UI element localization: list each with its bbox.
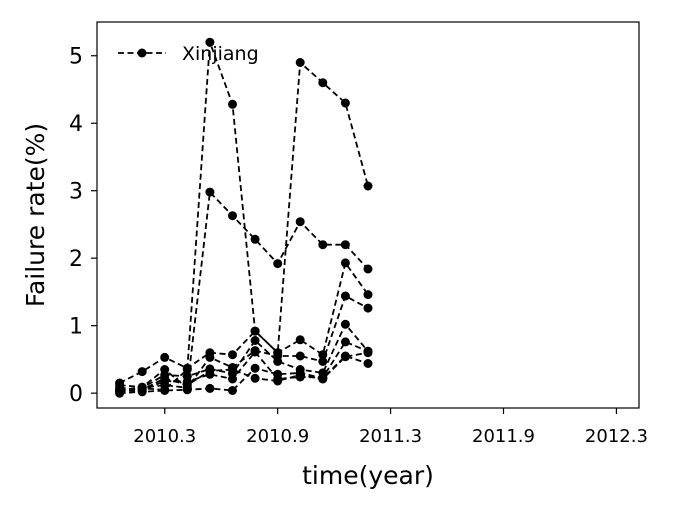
data-point bbox=[160, 373, 170, 383]
x-tick-label: 2012.3 bbox=[585, 426, 648, 447]
data-point bbox=[160, 386, 170, 395]
data-point bbox=[205, 352, 215, 362]
data-point bbox=[295, 335, 305, 345]
data-point bbox=[363, 359, 373, 368]
data-point bbox=[340, 258, 350, 268]
data-point bbox=[205, 366, 215, 376]
series-8 bbox=[115, 348, 373, 395]
data-point bbox=[228, 365, 237, 374]
series-line bbox=[119, 294, 369, 390]
legend-marker bbox=[137, 48, 147, 58]
data-point bbox=[273, 376, 283, 386]
data-point bbox=[318, 356, 328, 366]
data-point bbox=[137, 385, 147, 395]
data-point bbox=[340, 291, 350, 301]
y-tick-label: 2 bbox=[69, 247, 83, 272]
data-point bbox=[115, 383, 125, 393]
data-point bbox=[295, 370, 305, 380]
legend: Xinjiang bbox=[118, 43, 259, 65]
data-point bbox=[205, 187, 215, 197]
x-tick-label: 2010.9 bbox=[246, 426, 309, 447]
data-point bbox=[250, 347, 260, 357]
data-point bbox=[250, 326, 260, 336]
data-point bbox=[340, 98, 350, 108]
plot-frame bbox=[96, 21, 640, 409]
chart-marks bbox=[115, 37, 373, 398]
data-point bbox=[363, 303, 373, 313]
y-axis-label: Failure rate(%) bbox=[21, 123, 50, 307]
data-point bbox=[295, 58, 305, 67]
x-tick-label: 2011.9 bbox=[472, 426, 535, 447]
series-5 bbox=[115, 319, 373, 395]
data-point bbox=[295, 217, 305, 227]
series-line bbox=[119, 322, 369, 391]
y-axis-ticks: 0 1 2 3 4 5 bbox=[69, 45, 97, 407]
data-point bbox=[250, 336, 260, 345]
data-point bbox=[363, 264, 373, 274]
y-tick-label: 5 bbox=[69, 45, 83, 70]
data-point bbox=[228, 386, 237, 395]
y-tick-label: 1 bbox=[69, 315, 83, 340]
legend-label: Xinjiang bbox=[182, 43, 259, 65]
x-axis-label: time(year) bbox=[302, 461, 434, 490]
x-tick-label: 2011.3 bbox=[359, 426, 422, 447]
data-point bbox=[273, 369, 283, 379]
data-point bbox=[137, 367, 147, 377]
data-point bbox=[182, 380, 192, 390]
data-point bbox=[340, 337, 350, 347]
data-point bbox=[363, 348, 373, 358]
data-point bbox=[363, 290, 373, 300]
x-axis-ticks: 2010.3 2010.9 2011.3 2011.9 2012.3 bbox=[133, 408, 648, 447]
data-point bbox=[340, 240, 350, 250]
data-point bbox=[295, 351, 305, 361]
x-tick-label: 2010.3 bbox=[133, 426, 196, 447]
data-point bbox=[205, 383, 215, 393]
data-point bbox=[228, 350, 237, 360]
data-point bbox=[340, 319, 350, 329]
data-point bbox=[250, 363, 260, 373]
data-point bbox=[228, 374, 237, 384]
data-point bbox=[273, 259, 283, 269]
data-point bbox=[228, 211, 237, 221]
data-point bbox=[340, 352, 350, 362]
y-tick-label: 4 bbox=[69, 112, 83, 137]
y-tick-label: 3 bbox=[69, 180, 83, 205]
data-point bbox=[228, 99, 237, 109]
data-point bbox=[363, 181, 373, 191]
data-point bbox=[182, 363, 192, 373]
series-line bbox=[119, 41, 369, 392]
data-point bbox=[318, 78, 328, 88]
series-line bbox=[119, 340, 369, 392]
data-point bbox=[160, 352, 170, 362]
y-tick-label: 0 bbox=[69, 382, 83, 407]
data-point bbox=[250, 373, 260, 383]
data-point bbox=[273, 356, 283, 366]
series-line bbox=[119, 260, 369, 384]
data-point bbox=[318, 374, 328, 384]
data-point bbox=[250, 234, 260, 244]
data-point bbox=[318, 240, 328, 250]
data-point bbox=[205, 37, 215, 47]
